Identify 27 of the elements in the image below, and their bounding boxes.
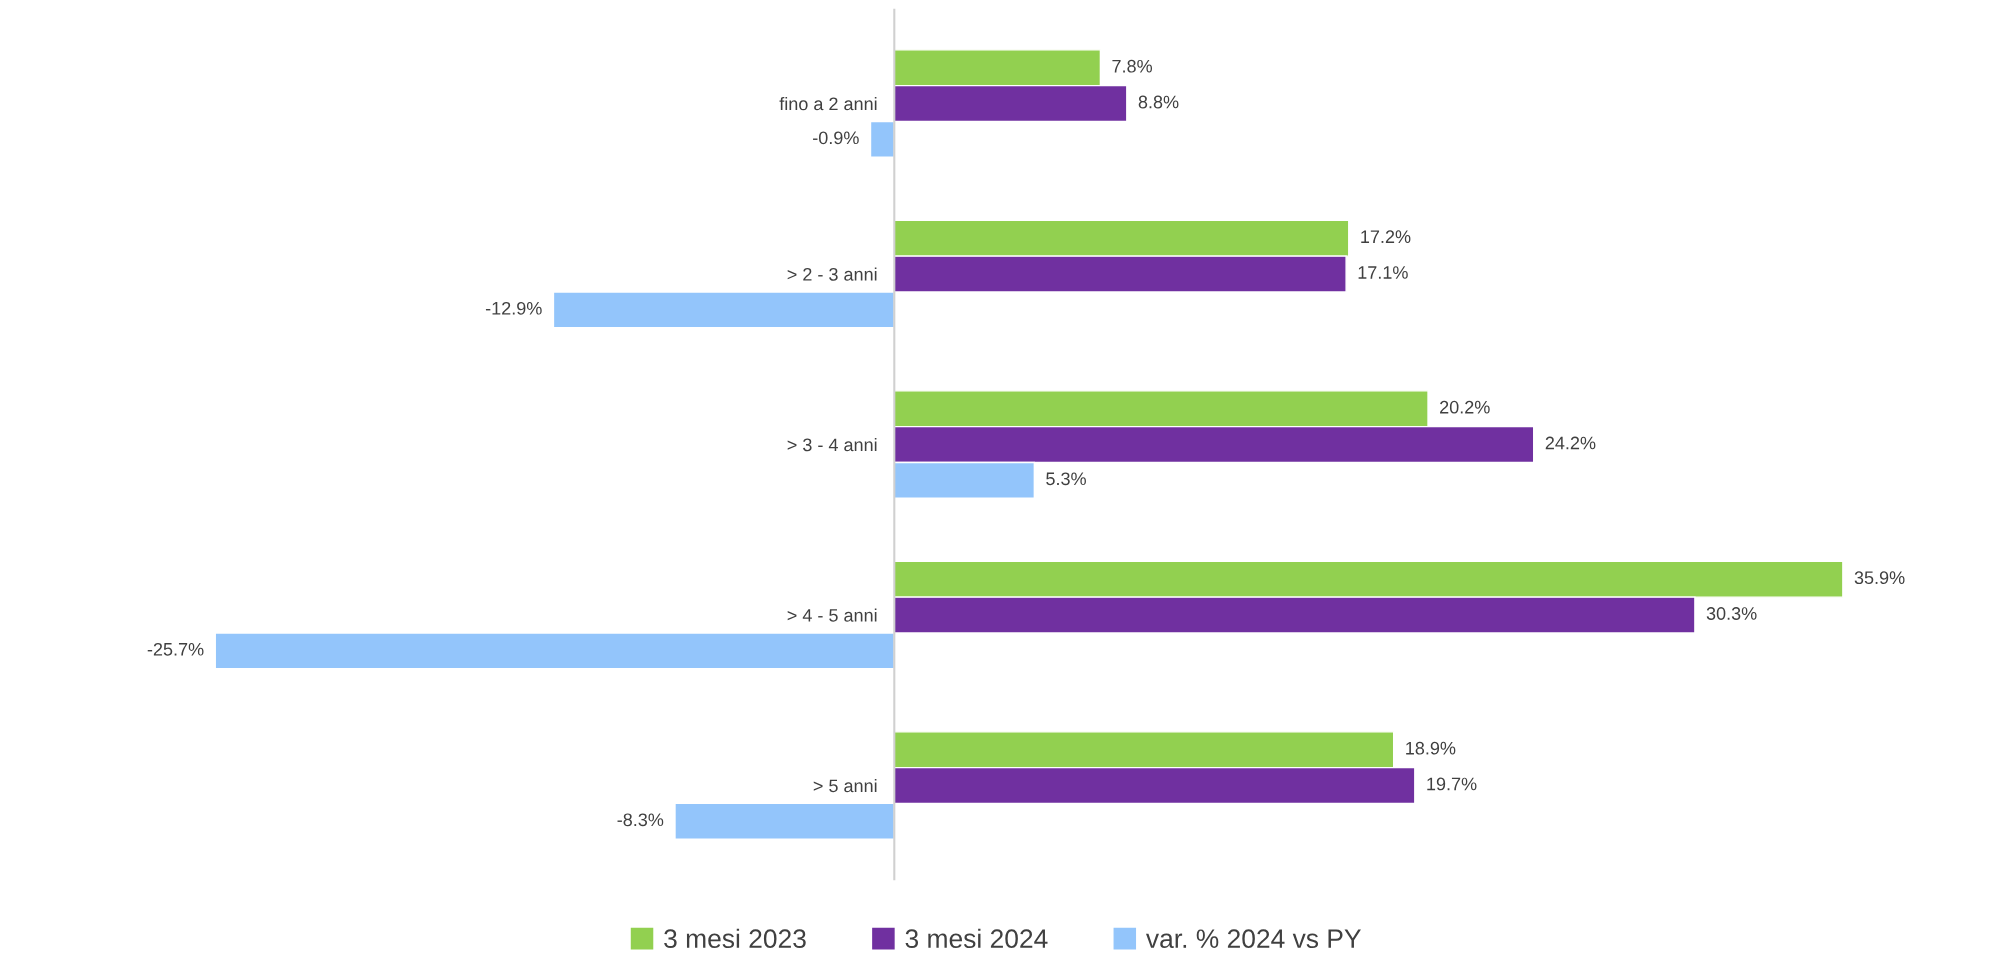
data-label: 20.2% <box>1440 400 1490 414</box>
data-label: 24.2% <box>1545 436 1596 450</box>
bar <box>214 632 895 670</box>
bar <box>869 120 895 158</box>
data-label: 5.3% <box>1046 472 1086 486</box>
data-label: 7.8% <box>1112 59 1153 73</box>
y-tick-label: > 5 anni <box>813 778 877 793</box>
legend-label: 3 mesi 2023 <box>664 928 806 949</box>
legend-label: 3 mesi 2024 <box>905 928 1048 949</box>
data-label: -8.3% <box>617 813 664 827</box>
data-label: 19.7% <box>1427 777 1477 791</box>
data-label: 17.2% <box>1361 230 1411 244</box>
data-label: 35.9% <box>1854 571 1905 585</box>
data-label: 17.1% <box>1358 266 1408 279</box>
data-label: 30.3% <box>1706 607 1757 620</box>
data-label: 8.8% <box>1138 95 1179 109</box>
data-label: -12.9% <box>485 301 542 315</box>
y-tick-label: > 2 - 3 anni <box>787 267 877 281</box>
y-tick-label: > 4 - 5 anni <box>787 608 877 622</box>
data-label: -0.9% <box>813 131 859 145</box>
y-tick-label: fino a 2 anni <box>779 97 877 111</box>
bar <box>552 291 895 329</box>
data-label: -25.7% <box>147 642 204 656</box>
y-tick-label: > 3 - 4 anni <box>787 437 877 452</box>
legend-label: var. % 2024 vs PY <box>1146 929 1361 949</box>
bar <box>674 802 895 840</box>
data-label: 18.9% <box>1406 741 1456 755</box>
